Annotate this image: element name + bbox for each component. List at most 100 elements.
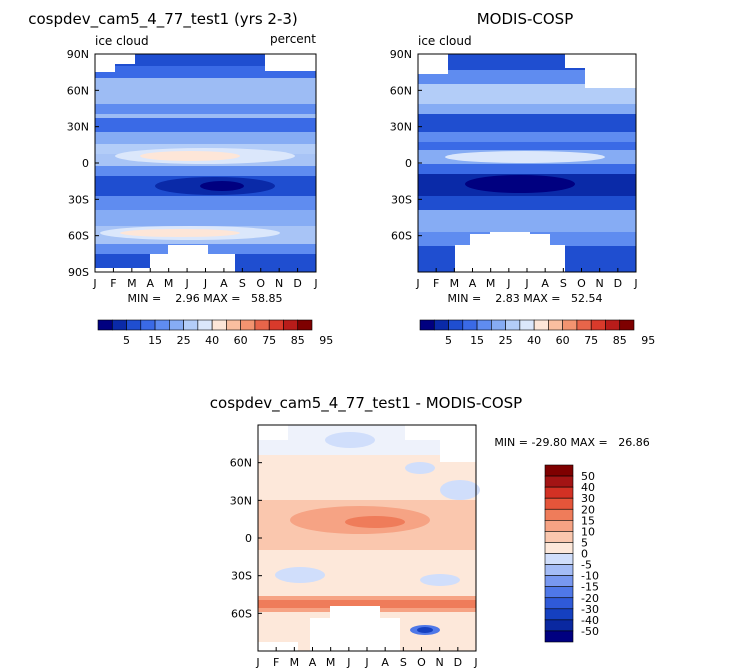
- panel-model-heatmap: [95, 54, 316, 272]
- colorbar-label: -30: [581, 603, 599, 616]
- colorbar-swatch: [154, 319, 170, 331]
- colorbar-label: 60: [556, 334, 570, 347]
- x-tick-label: J: [364, 656, 368, 669]
- colorbar-swatch: [544, 597, 574, 610]
- y-tick-label: 90N: [390, 48, 412, 61]
- colorbar-swatch: [169, 319, 184, 331]
- colorbar-label: 85: [291, 334, 305, 347]
- colorbar-swatch: [283, 319, 299, 331]
- colorbar-swatch: [544, 497, 574, 510]
- x-tick-label: S: [239, 277, 246, 290]
- colorbar-swatch: [183, 319, 199, 331]
- panel-model-band: [95, 132, 316, 144]
- colorbar-swatch: [111, 319, 127, 331]
- y-tick-label: 90N: [67, 48, 89, 61]
- colorbar-label: 75: [584, 334, 598, 347]
- panel-obs-stats: MIN = 2.83 MAX = 52.54: [448, 292, 603, 305]
- x-tick-label: D: [454, 656, 462, 669]
- panel-diff-blob: [275, 567, 325, 583]
- x-tick-label: D: [293, 277, 301, 290]
- colorbar-label: 40: [527, 334, 541, 347]
- y-tick-label: 30S: [231, 570, 252, 583]
- colorbar-label: 30: [581, 492, 595, 505]
- colorbar-label: 75: [262, 334, 276, 347]
- x-tick-label: J: [203, 277, 207, 290]
- x-tick-label: F: [273, 656, 279, 669]
- x-tick-label: J: [184, 277, 188, 290]
- colorbar-swatch: [544, 608, 574, 621]
- panel-obs-band: [418, 132, 636, 142]
- colorbar-swatch: [254, 319, 270, 331]
- colorbar-swatch: [505, 319, 521, 331]
- colorbar-label: 0: [581, 548, 588, 561]
- panel-model-band: [95, 166, 316, 176]
- colorbar-swatch: [544, 630, 574, 643]
- colorbar-label: 25: [177, 334, 191, 347]
- x-tick-label: F: [110, 277, 116, 290]
- colorbar-swatch: [544, 520, 574, 532]
- panel-model-nodata: [115, 54, 135, 64]
- panel-model-nodata: [95, 54, 115, 72]
- y-tick-label: 60S: [231, 607, 252, 620]
- panel-obs-blob: [445, 151, 605, 163]
- panel-model-nodata: [265, 54, 316, 71]
- colorbar-swatch: [140, 319, 156, 331]
- colorbar-label: 95: [319, 334, 333, 347]
- panel-model-nodata: [168, 245, 208, 255]
- panel-model-band: [95, 66, 316, 78]
- x-tick-label: O: [577, 277, 586, 290]
- panel-obs-band: [418, 210, 636, 232]
- panel-model-blob: [140, 151, 240, 161]
- colorbar-swatch: [544, 619, 574, 632]
- colorbar-swatch: [268, 319, 284, 331]
- panel-obs-band: [418, 142, 636, 150]
- x-tick-label: J: [415, 277, 419, 290]
- panel-diff-blob: [420, 574, 460, 586]
- panel-diff-heatmap: [258, 425, 480, 651]
- panel-diff-yticks: 60N 30N 0 30S 60S: [230, 457, 262, 620]
- colorbar-swatch: [533, 319, 549, 331]
- panel-diff-stats: MIN = -29.80 MAX = 26.86: [494, 436, 649, 449]
- panel-model: cospdev_cam5_4_77_test1 (yrs 2-3) ice cl…: [28, 10, 333, 347]
- panel-model-yticks: 90N 60N 30N 0 30S 60S 90S: [67, 48, 99, 279]
- x-tick-label: M: [326, 656, 336, 669]
- colorbar-swatch: [476, 319, 492, 331]
- colorbar-swatch: [297, 319, 313, 331]
- colorbar-label: 60: [234, 334, 248, 347]
- panel-diff-nodata: [440, 440, 476, 462]
- panel-diff-blob: [405, 462, 435, 474]
- x-tick-label: N: [596, 277, 604, 290]
- colorbar-label: 40: [205, 334, 219, 347]
- colorbar-swatch: [419, 319, 435, 331]
- colorbar-swatch: [226, 319, 241, 331]
- colorbar-label: -5: [581, 559, 592, 572]
- panel-obs-nodata: [418, 54, 448, 74]
- panel-obs-band: [418, 70, 636, 84]
- panel-model-right-label: percent: [270, 32, 316, 46]
- colorbar-label: 5: [445, 334, 452, 347]
- panel-diff-title: cospdev_cam5_4_77_test1 - MODIS-COSP: [210, 394, 522, 413]
- colorbar-swatch: [590, 319, 606, 331]
- x-tick-label: M: [290, 656, 300, 669]
- panel-obs-left-label: ice cloud: [418, 34, 472, 48]
- panel-diff-band: [258, 600, 476, 608]
- panel-model-colorbar: 5 15 25 40 60 75 85 95: [97, 319, 333, 347]
- y-tick-label: 30N: [67, 121, 89, 134]
- x-tick-label: A: [309, 656, 317, 669]
- colorbar-swatch: [544, 475, 574, 488]
- colorbar-label: 5: [123, 334, 130, 347]
- y-tick-label: 60S: [68, 230, 89, 243]
- colorbar-label: 95: [641, 334, 655, 347]
- panel-model-nodata: [95, 268, 150, 272]
- colorbar-label: 20: [581, 503, 595, 516]
- colorbar-label: 15: [148, 334, 162, 347]
- panel-model-blob: [120, 229, 240, 237]
- colorbar-swatch: [544, 508, 574, 521]
- colorbar-swatch: [544, 531, 574, 543]
- panel-model-title: cospdev_cam5_4_77_test1 (yrs 2-3): [28, 10, 298, 29]
- colorbar-swatch: [544, 542, 574, 554]
- panel-obs-nodata: [470, 234, 550, 246]
- colorbar-swatch: [544, 464, 574, 477]
